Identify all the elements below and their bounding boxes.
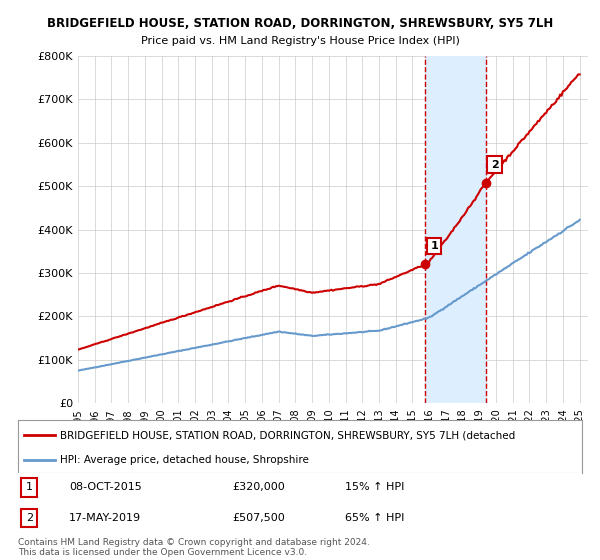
- Text: £507,500: £507,500: [232, 513, 285, 523]
- Text: 1: 1: [430, 241, 438, 251]
- Text: 2: 2: [491, 160, 499, 170]
- Text: 2: 2: [26, 513, 33, 523]
- Text: 65% ↑ HPI: 65% ↑ HPI: [345, 513, 404, 523]
- Text: 08-OCT-2015: 08-OCT-2015: [69, 482, 142, 492]
- Text: Contains HM Land Registry data © Crown copyright and database right 2024.
This d: Contains HM Land Registry data © Crown c…: [18, 538, 370, 557]
- Text: BRIDGEFIELD HOUSE, STATION ROAD, DORRINGTON, SHREWSBURY, SY5 7LH (detached: BRIDGEFIELD HOUSE, STATION ROAD, DORRING…: [60, 431, 515, 441]
- Text: HPI: Average price, detached house, Shropshire: HPI: Average price, detached house, Shro…: [60, 455, 309, 465]
- Text: 17-MAY-2019: 17-MAY-2019: [69, 513, 141, 523]
- Text: Price paid vs. HM Land Registry's House Price Index (HPI): Price paid vs. HM Land Registry's House …: [140, 36, 460, 46]
- Text: 1: 1: [26, 482, 33, 492]
- Text: £320,000: £320,000: [232, 482, 285, 492]
- Text: BRIDGEFIELD HOUSE, STATION ROAD, DORRINGTON, SHREWSBURY, SY5 7LH: BRIDGEFIELD HOUSE, STATION ROAD, DORRING…: [47, 17, 553, 30]
- Text: 15% ↑ HPI: 15% ↑ HPI: [345, 482, 404, 492]
- Bar: [425, 56, 485, 403]
